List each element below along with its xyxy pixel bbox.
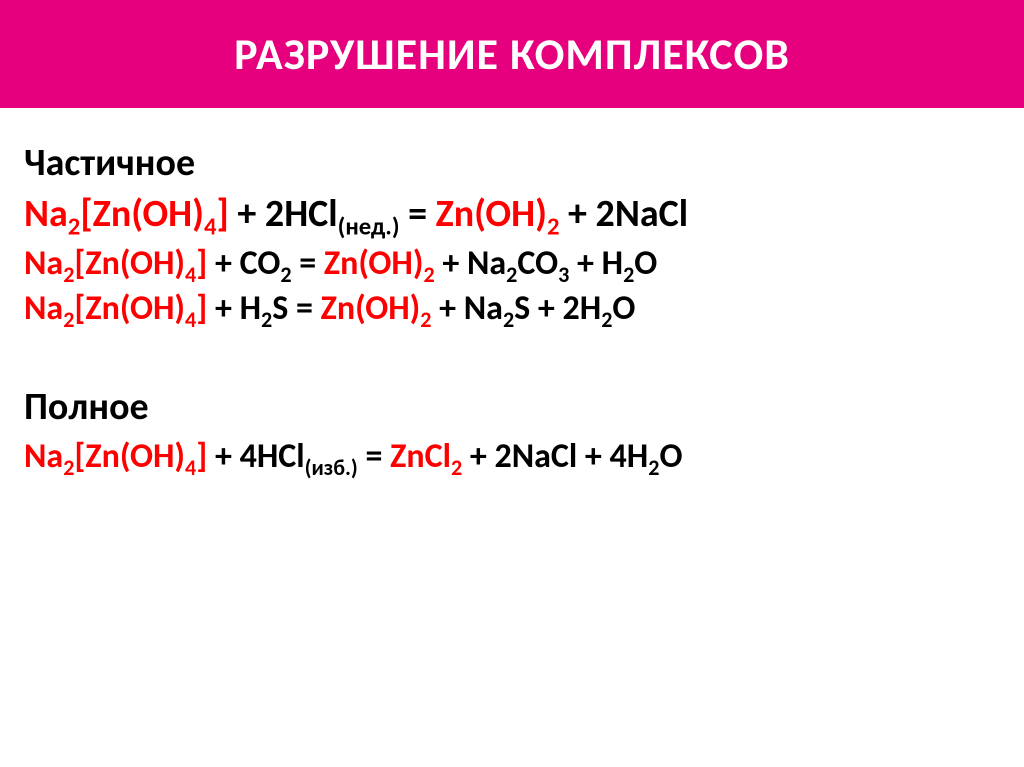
formula-token: S	[514, 288, 530, 329]
formula-token: O	[634, 243, 657, 284]
formula-token: + H	[569, 243, 623, 284]
formula-token-highlight: ]	[196, 243, 207, 284]
formula-token-highlight: Zn(OH)	[321, 288, 421, 329]
formula-token-highlight: 2	[63, 260, 74, 287]
equation-line: Na2[Zn(OH)4] + 2HCl(нед.) = Zn(OH)2 + 2N…	[24, 189, 1000, 240]
formula-token-highlight: ]	[196, 288, 207, 329]
equation-line: Na2[Zn(OH)4] + H2S = Zn(OH)2 + Na2S + 2H…	[24, 286, 1000, 332]
formula-token-highlight: 2	[547, 211, 560, 242]
formula-token-highlight: Na	[24, 288, 63, 329]
formula-token: + 2NaCl	[462, 436, 577, 477]
formula-token-highlight: ]	[216, 191, 228, 237]
section-label: Частичное	[24, 138, 1000, 189]
formula-token-highlight: Na	[24, 243, 63, 284]
formula-token: 3	[558, 260, 569, 287]
formula-token-highlight: Zn(OH)	[436, 191, 547, 237]
formula-token-highlight: Na	[24, 436, 63, 477]
formula-token: S	[272, 288, 288, 329]
formula-token: + 2H	[530, 288, 601, 329]
formula-token-highlight: [Zn(OH)	[74, 436, 185, 477]
slide: РАЗРУШЕНИЕ КОМПЛЕКСОВ ЧастичноеNa2[Zn(OH…	[0, 0, 1024, 767]
equation-line: Na2[Zn(OH)4] + 4HCl(изб.) = ZnCl2 + 2NaC…	[24, 434, 1000, 480]
formula-token-highlight: 2	[68, 211, 81, 242]
formula-token: =	[292, 243, 324, 284]
formula-token: =	[288, 288, 320, 329]
equation-line: Na2[Zn(OH)4] + CO2 = Zn(OH)2 + Na2CO3 + …	[24, 241, 1000, 287]
formula-token-highlight: 2	[63, 453, 74, 480]
formula-token: 2	[648, 453, 659, 480]
formula-token-highlight: 2	[420, 306, 431, 333]
title-bar: РАЗРУШЕНИЕ КОМПЛЕКСОВ	[0, 0, 1024, 108]
section-label: Полное	[24, 382, 1000, 433]
section-gap	[24, 332, 1000, 382]
formula-token-highlight: ]	[196, 436, 207, 477]
formula-token-highlight: [Zn(OH)	[74, 243, 185, 284]
formula-token: O	[612, 288, 635, 329]
formula-token: 2	[280, 260, 291, 287]
formula-token-highlight: 4	[204, 211, 217, 242]
formula-token-highlight: 2	[451, 453, 462, 480]
formula-token: =	[400, 191, 436, 237]
formula-token: 2	[261, 306, 272, 333]
formula-token-highlight: 2	[63, 306, 74, 333]
formula-token: + Na	[431, 288, 503, 329]
formula-token-highlight: 4	[185, 260, 196, 287]
formula-token-highlight: [Zn(OH)	[80, 191, 204, 237]
formula-token: + Na	[435, 243, 507, 284]
formula-token: + 2NaCl	[559, 191, 688, 237]
slide-body: ЧастичноеNa2[Zn(OH)4] + 2HCl(нед.) = Zn(…	[0, 108, 1024, 480]
formula-token-highlight: ZnCl	[390, 436, 451, 477]
formula-token: CO	[517, 243, 558, 284]
formula-token-highlight: Zn(OH)	[324, 243, 424, 284]
slide-title: РАЗРУШЕНИЕ КОМПЛЕКСОВ	[234, 27, 790, 81]
formula-token: + 4HCl	[207, 436, 304, 477]
formula-token-highlight: [Zn(OH)	[74, 288, 185, 329]
formula-token: 2	[601, 306, 612, 333]
formula-token-highlight: 2	[423, 260, 434, 287]
formula-token-highlight: 4	[185, 453, 196, 480]
formula-token: + 4H	[577, 436, 648, 477]
formula-token: O	[659, 436, 682, 477]
formula-token: (нед.)	[338, 211, 400, 242]
formula-token: 2	[623, 260, 634, 287]
formula-token: + CO	[207, 243, 280, 284]
formula-token: + H	[207, 288, 261, 329]
formula-token: + 2HCl	[229, 191, 338, 237]
formula-token: 2	[506, 260, 517, 287]
formula-token: 2	[503, 306, 514, 333]
formula-token-highlight: 4	[185, 306, 196, 333]
formula-token-highlight: Na	[24, 191, 68, 237]
formula-token: (изб.)	[305, 453, 358, 480]
formula-token: =	[358, 436, 390, 477]
